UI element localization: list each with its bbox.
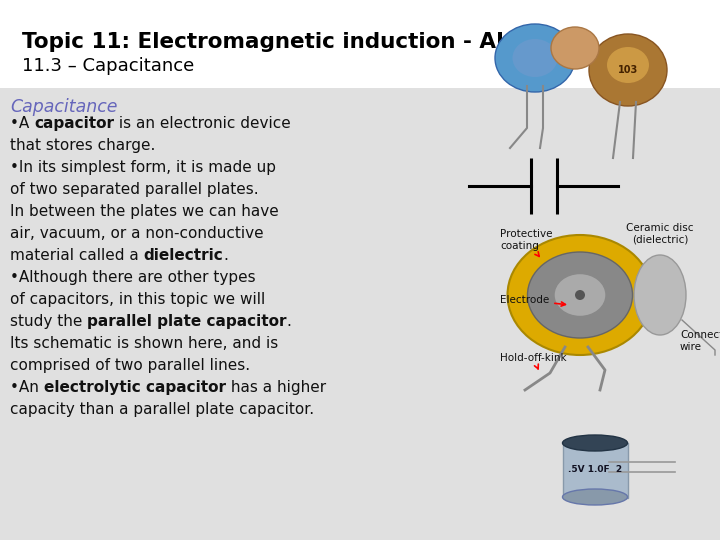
Bar	[0, 0, 720, 88]
Text: Protective
coating: Protective coating	[500, 229, 552, 256]
Text: 11.3 – Capacitance: 11.3 – Capacitance	[22, 57, 194, 75]
Bar	[563, 443, 628, 498]
Bar	[0, 88, 720, 540]
Ellipse shape	[562, 489, 628, 505]
Text: of two separated parallel plates.: of two separated parallel plates.	[10, 182, 258, 197]
Text: material called a: material called a	[10, 248, 143, 263]
Ellipse shape	[528, 252, 632, 338]
Text: of capacitors, in this topic we will: of capacitors, in this topic we will	[10, 292, 265, 307]
Text: capacity than a parallel plate capacitor.: capacity than a parallel plate capacitor…	[10, 402, 314, 417]
Text: study the: study the	[10, 314, 87, 329]
Ellipse shape	[495, 24, 575, 92]
Text: .: .	[223, 248, 228, 263]
Text: •In its simplest form, it is made up: •In its simplest form, it is made up	[10, 160, 276, 175]
Ellipse shape	[634, 255, 686, 335]
Text: .: .	[287, 314, 292, 329]
Text: air, vacuum, or a non-conductive: air, vacuum, or a non-conductive	[10, 226, 264, 241]
Text: electrolytic capacitor: electrolytic capacitor	[44, 380, 226, 395]
Text: has a higher: has a higher	[226, 380, 326, 395]
Text: .5V 1.0F  2: .5V 1.0F 2	[568, 465, 622, 475]
Ellipse shape	[554, 273, 606, 316]
Text: Electrode: Electrode	[500, 295, 565, 306]
Text: parallel plate capacitor: parallel plate capacitor	[87, 314, 287, 329]
Text: capacitor: capacitor	[34, 116, 114, 131]
Text: Capacitance: Capacitance	[10, 98, 117, 116]
Text: •Although there are other types: •Although there are other types	[10, 270, 256, 285]
Text: •An: •An	[10, 380, 44, 395]
Circle shape	[575, 290, 585, 300]
Text: •A: •A	[10, 116, 34, 131]
Ellipse shape	[508, 235, 652, 355]
Text: is an electronic device: is an electronic device	[114, 116, 291, 131]
Text: Ceramic disc
(dielectric): Ceramic disc (dielectric)	[626, 224, 694, 245]
Ellipse shape	[551, 27, 599, 69]
Text: Hold-off-kink: Hold-off-kink	[500, 353, 567, 369]
Ellipse shape	[562, 435, 628, 451]
Text: Its schematic is shown here, and is: Its schematic is shown here, and is	[10, 336, 278, 351]
Text: Topic 11: Electromagnetic induction - AHL: Topic 11: Electromagnetic induction - AH…	[22, 32, 528, 52]
Ellipse shape	[607, 47, 649, 83]
Text: that stores charge.: that stores charge.	[10, 138, 156, 153]
Text: In between the plates we can have: In between the plates we can have	[10, 204, 279, 219]
Text: dielectric: dielectric	[143, 248, 223, 263]
Text: Connecting
wire: Connecting wire	[680, 330, 720, 352]
Text: comprised of two parallel lines.: comprised of two parallel lines.	[10, 358, 250, 373]
Ellipse shape	[513, 39, 557, 77]
Ellipse shape	[589, 34, 667, 106]
Text: 103: 103	[618, 65, 638, 75]
